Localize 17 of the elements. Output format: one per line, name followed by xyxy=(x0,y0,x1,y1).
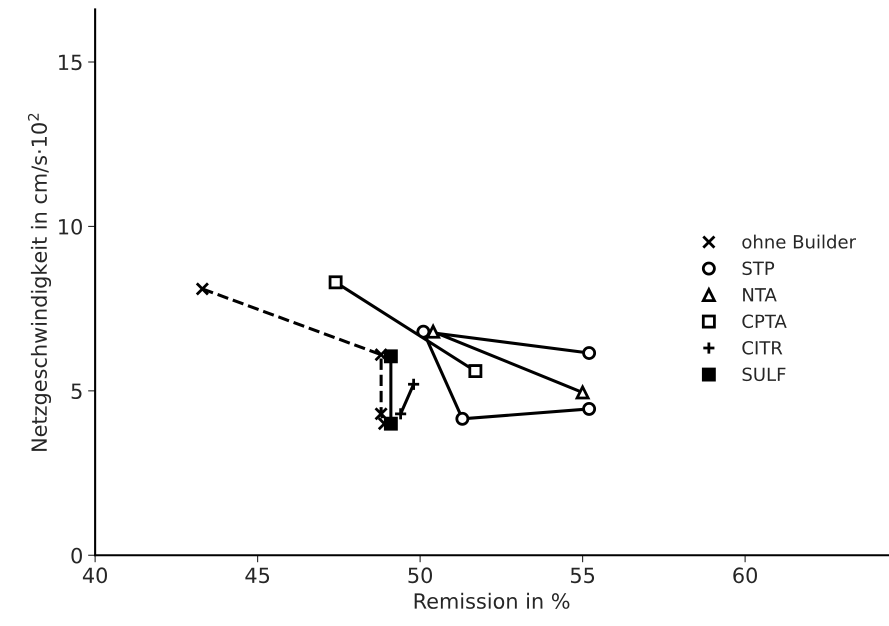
legend-label: ohne Builder xyxy=(742,234,856,249)
x-tick-label: 60 xyxy=(733,567,757,584)
legend-label: STP xyxy=(742,261,774,276)
x-tick-label: 45 xyxy=(245,568,270,584)
legend-label: CITR xyxy=(742,340,782,355)
y-tick-label: 5 xyxy=(72,384,82,400)
x-tick-label: 55 xyxy=(570,568,594,584)
x-axis-title: Remission in % xyxy=(414,592,570,609)
x-tick-label: 50 xyxy=(408,567,432,584)
y-tick-label: 15 xyxy=(59,54,82,70)
x-tick-label: 40 xyxy=(82,567,107,584)
y-tick-label: 10 xyxy=(59,218,82,235)
legend-label: CPTA xyxy=(742,314,787,328)
legend-label: NTA xyxy=(743,288,777,302)
y-tick-label: 0 xyxy=(71,548,82,564)
legend-label: SULF xyxy=(742,367,786,382)
y-axis-title: Netzgeschwindigkeit in cm/s·10$^{2}$ xyxy=(28,114,52,451)
